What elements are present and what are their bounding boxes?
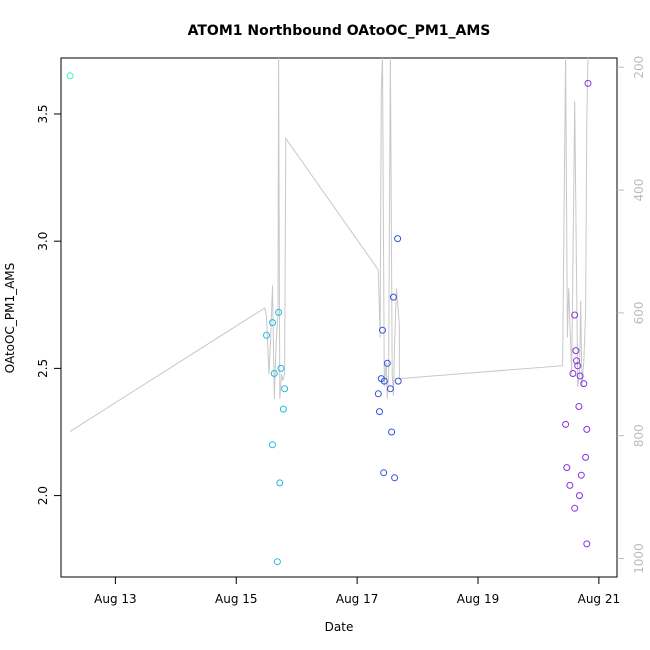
scatter-point [374,390,382,398]
scatter-point [569,370,577,377]
scatter-point [571,311,579,319]
scatter-point [279,405,287,413]
scatter-point [281,385,289,393]
line-layer [69,58,589,432]
scatter-point [269,441,276,449]
scatter-point [571,504,579,512]
right-tick-label: 1000 [632,543,646,574]
scatter-point [386,385,394,393]
scatter-point [269,319,276,327]
scatter-point [562,420,570,428]
scatter-point [580,380,588,388]
scatter-point [389,293,397,301]
y-tick-label: 2.0 [36,486,50,505]
scatter-point [394,235,402,243]
scatter-point [394,377,402,385]
scatter-point [574,362,582,370]
y-tick-label: 2.5 [36,359,50,378]
right-tick-label: 600 [632,301,646,324]
plot-frame [60,57,618,578]
x-tick-label: Aug 13 [94,592,137,606]
x-tick-label: Aug 19 [457,592,500,606]
scatter-point [583,425,591,433]
y-tick-label: 3.0 [36,232,50,251]
scatter-point [263,331,270,339]
scatter-point [276,479,284,487]
line-series [69,58,589,432]
y-axis-label: OAtoOC_PM1_AMS [3,263,17,374]
chart-title: ATOM1 Northbound OAtoOC_PM1_AMS [188,23,491,39]
scatter-point [376,408,383,416]
scatter-point [270,370,278,377]
bottom-axis: Aug 13 Aug 15 Aug 17 Aug 19 Aug 21 [94,577,620,606]
scatter-point [66,72,74,80]
x-tick-label: Aug 21 [578,592,621,606]
scatter-point [577,471,585,479]
scatter-point [273,558,281,566]
scatter-point [575,403,583,410]
right-tick-label: 200 [632,56,646,79]
right-axis: 200 400 600 800 1000 [617,56,646,574]
right-tick-label: 800 [632,424,646,447]
scatter-point [584,79,592,87]
x-axis-label: Date [325,620,354,634]
left-axis: 2.0 2.5 3.0 3.5 [36,104,61,505]
scatter-point [572,347,580,355]
scatter-point [379,326,386,334]
scatter-point [576,372,584,380]
points-layer [66,72,592,566]
scatter-point [573,357,580,365]
scatter-point [275,308,283,316]
scatter-point [380,469,388,477]
scatter-point [383,359,391,367]
scatter-point [576,492,583,500]
scatter-point [391,474,399,482]
scatter-point [582,453,590,461]
scatter-point [583,540,591,548]
right-tick-label: 400 [632,179,646,202]
y-tick-label: 3.5 [36,104,50,123]
scatter-point [388,428,396,436]
scatter-point [566,481,574,489]
scatter-point [563,464,571,472]
scatter-point [380,377,388,385]
x-tick-label: Aug 15 [215,592,258,606]
scatter-point [277,364,285,372]
x-tick-label: Aug 17 [336,592,379,606]
